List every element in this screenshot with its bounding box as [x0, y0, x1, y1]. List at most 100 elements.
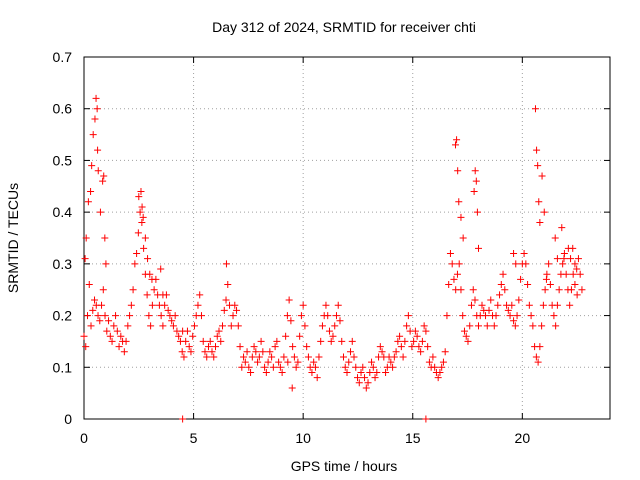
- data-point: [159, 322, 167, 330]
- data-point: [394, 337, 402, 345]
- data-point: [475, 244, 482, 252]
- data-point: [453, 270, 461, 278]
- data-point: [217, 337, 225, 345]
- data-point: [99, 177, 107, 185]
- data-point: [82, 234, 90, 242]
- data-point: [317, 337, 325, 345]
- data-point: [473, 208, 481, 216]
- chart-title: Day 312 of 2024, SRMTID for receiver cht…: [212, 19, 476, 35]
- data-point: [108, 337, 116, 345]
- data-point: [492, 312, 500, 320]
- data-point: [103, 327, 111, 335]
- data-point: [122, 337, 130, 345]
- data-point: [448, 260, 456, 268]
- data-point: [425, 358, 433, 366]
- data-point: [422, 327, 430, 335]
- data-point: [469, 286, 477, 294]
- data-point: [91, 296, 99, 304]
- data-point: [112, 312, 120, 320]
- data-point: [441, 348, 449, 356]
- data-point: [472, 177, 480, 185]
- data-point: [135, 193, 143, 201]
- data-point: [252, 348, 260, 356]
- data-point: [120, 348, 128, 356]
- data-point: [289, 343, 297, 351]
- data-point: [401, 337, 409, 345]
- data-point: [259, 348, 267, 356]
- data-point: [143, 291, 151, 299]
- data-point: [571, 260, 579, 268]
- data-point: [190, 322, 198, 330]
- data-point: [94, 312, 102, 320]
- data-point: [535, 198, 543, 206]
- data-point: [438, 363, 446, 371]
- data-point: [234, 322, 242, 330]
- data-point: [494, 301, 502, 309]
- data-point: [551, 234, 559, 242]
- data-point: [431, 363, 439, 371]
- data-point: [532, 353, 540, 361]
- data-point: [485, 306, 493, 314]
- data-point: [224, 281, 232, 289]
- data-point: [222, 260, 230, 268]
- x-tick-label: 20: [515, 430, 531, 446]
- y-tick-label: 0.4: [53, 204, 73, 220]
- data-point: [483, 322, 491, 330]
- data-point: [147, 322, 155, 330]
- data-point: [524, 281, 532, 289]
- data-point: [515, 296, 523, 304]
- data-point: [558, 224, 566, 232]
- data-point: [89, 306, 97, 314]
- data-point: [459, 234, 467, 242]
- data-point: [499, 270, 507, 278]
- data-point: [571, 281, 579, 289]
- data-point: [93, 105, 101, 113]
- y-tick-label: 0.2: [53, 308, 73, 324]
- data-point: [413, 332, 421, 340]
- data-point: [550, 312, 558, 320]
- data-point: [520, 250, 528, 258]
- data-point: [446, 250, 454, 258]
- data-point: [240, 353, 248, 361]
- data-point: [99, 286, 107, 294]
- y-tick-label: 0.3: [53, 256, 73, 272]
- data-point: [180, 353, 188, 361]
- data-point: [453, 136, 461, 144]
- data-point: [373, 368, 381, 376]
- data-point: [471, 167, 479, 175]
- data-point: [164, 306, 172, 314]
- data-point: [84, 312, 92, 320]
- data-point: [199, 337, 207, 345]
- data-point: [562, 270, 570, 278]
- data-point: [560, 255, 568, 263]
- data-point: [187, 348, 195, 356]
- data-point: [529, 322, 537, 330]
- data-point: [304, 353, 312, 361]
- data-point: [171, 312, 179, 320]
- data-point: [145, 312, 153, 320]
- data-point: [534, 162, 542, 170]
- data-point: [308, 368, 316, 376]
- data-point: [371, 374, 379, 382]
- data-point: [117, 332, 125, 340]
- data-point: [212, 343, 219, 351]
- data-point: [411, 327, 419, 335]
- data-point: [552, 322, 560, 330]
- data-point: [148, 301, 156, 309]
- data-point: [364, 379, 372, 387]
- data-point: [513, 312, 521, 320]
- data-point: [106, 332, 114, 340]
- data-point: [417, 348, 425, 356]
- data-point: [538, 322, 546, 330]
- data-point: [511, 322, 519, 330]
- data-point: [100, 172, 108, 180]
- data-point: [553, 301, 561, 309]
- data-point: [139, 213, 147, 221]
- data-point: [85, 281, 93, 289]
- data-point: [329, 332, 337, 340]
- data-point: [536, 343, 544, 351]
- data-point: [459, 312, 467, 320]
- data-point: [382, 368, 390, 376]
- data-point: [471, 296, 479, 304]
- data-point: [567, 255, 575, 263]
